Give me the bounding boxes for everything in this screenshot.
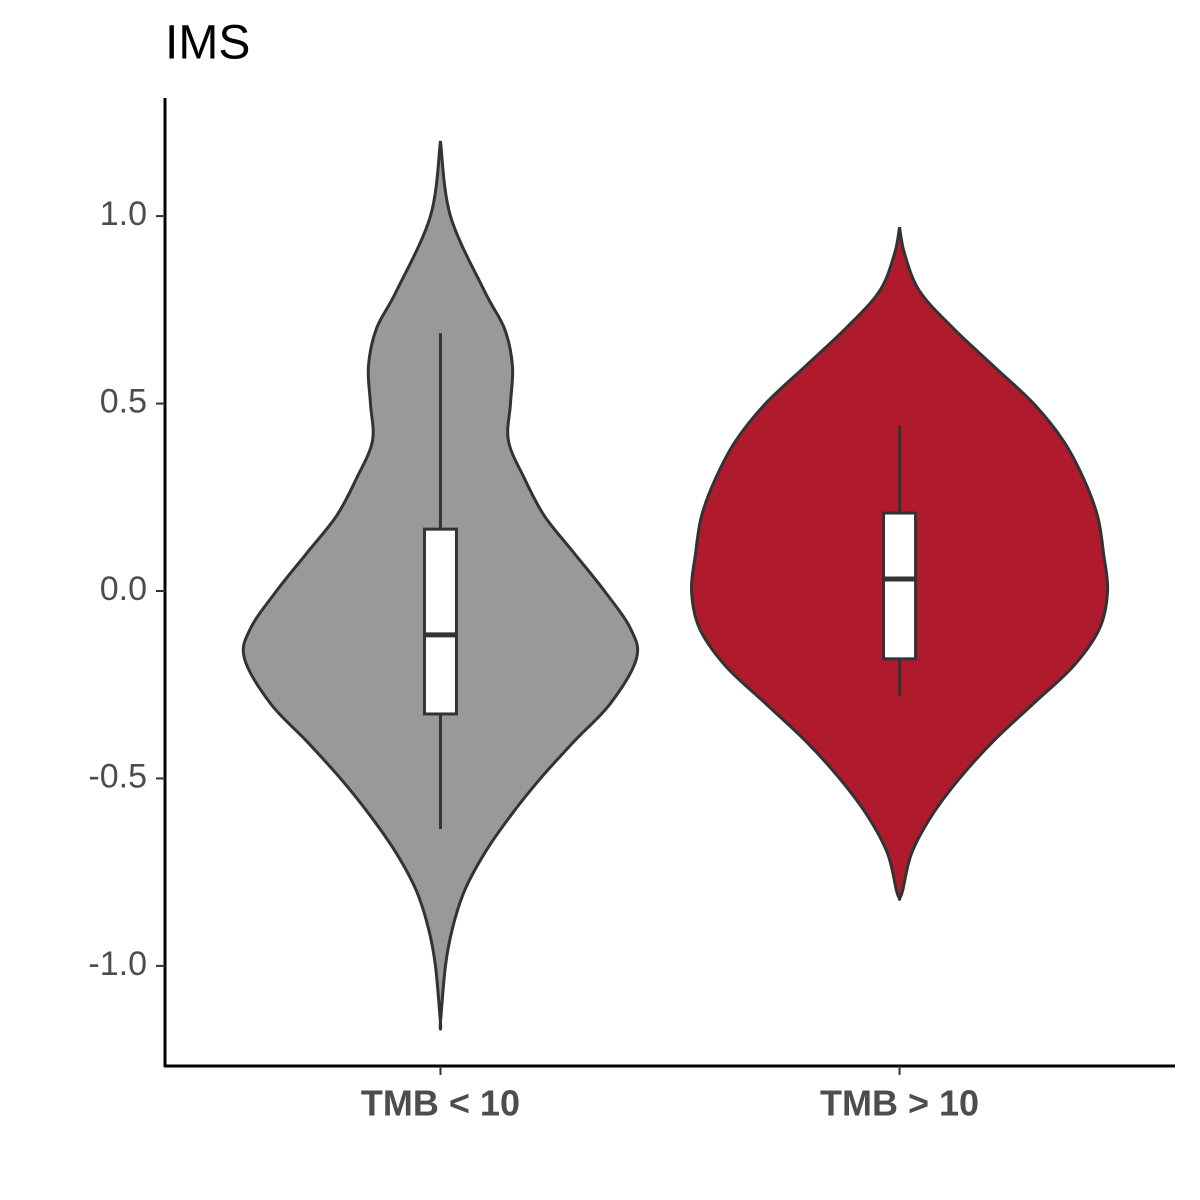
y-tick-label: 1.0	[100, 195, 147, 233]
box	[882, 511, 918, 661]
y-tick-label: 0.5	[100, 383, 147, 421]
x-tick-label: TMB > 10	[820, 1083, 979, 1124]
x-tick-label: TMB < 10	[361, 1083, 520, 1124]
chart-title: IMS	[165, 17, 250, 70]
y-tick-label: -0.5	[88, 757, 147, 795]
y-tick-label: -1.0	[88, 945, 147, 983]
box	[422, 527, 458, 716]
y-tick-label: 0.0	[100, 570, 147, 608]
